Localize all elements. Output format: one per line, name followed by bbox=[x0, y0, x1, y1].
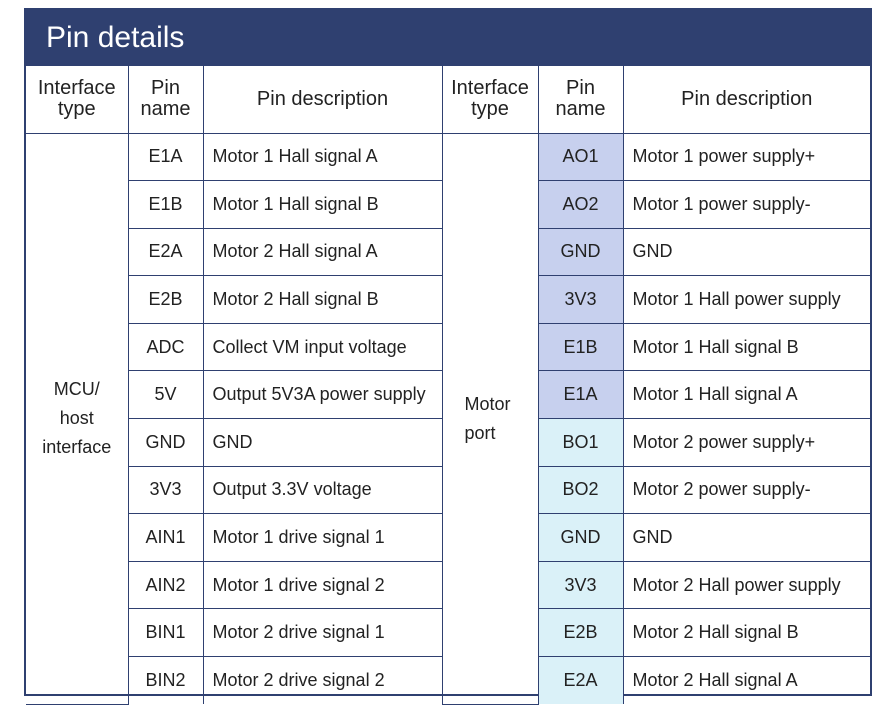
right-pin-description: Motor 1 Hall signal A bbox=[622, 370, 870, 420]
left-pin-name: AIN1 bbox=[128, 513, 204, 562]
left-pin-description: Motor 2 drive signal 2 bbox=[202, 656, 443, 705]
left-pin-name: 3V3 bbox=[128, 465, 204, 515]
left-pin-name: GND bbox=[128, 418, 204, 467]
header-interface-type-left: Interface type bbox=[26, 66, 129, 133]
right-pin-description: Motor 2 Hall signal B bbox=[622, 608, 870, 658]
header-row: Interface type Pin name Pin description … bbox=[26, 66, 870, 133]
right-pin-name: AO2 bbox=[537, 180, 624, 229]
left-pin-description: Motor 2 Hall signal B bbox=[202, 275, 443, 324]
left-pin-description: Motor 1 drive signal 2 bbox=[202, 560, 443, 610]
left-pin-name: E1B bbox=[128, 180, 204, 229]
table-row: BIN1 Motor 2 drive signal 1 E2B Motor 2 Hal… bbox=[26, 608, 870, 658]
left-pin-name: E1A bbox=[127, 132, 204, 182]
left-pin-description: Motor 1 Hall signal B bbox=[202, 180, 443, 229]
table-row: ADC Collect VM input voltage E1B Motor 1 Ha… bbox=[26, 322, 870, 372]
right-pin-description: Motor 2 power supply- bbox=[622, 465, 870, 515]
table-row: GND GND BO1 Motor 2 power supply+ bbox=[26, 418, 870, 467]
right-pin-description: Motor 1 Hall signal B bbox=[622, 322, 870, 372]
header-pin-name-right: Pin name bbox=[537, 66, 624, 133]
left-pin-name: AIN2 bbox=[128, 560, 204, 610]
right-pin-name: AO1 bbox=[537, 132, 624, 182]
left-pin-name: E2B bbox=[128, 275, 204, 324]
right-pin-name: E2B bbox=[537, 608, 624, 658]
right-pin-description: Motor 1 power supply- bbox=[622, 180, 870, 229]
right-pin-name: E1A bbox=[537, 370, 624, 420]
table-row: 3V3 Output 3.3V voltage BO2 Motor 2 power s… bbox=[26, 465, 870, 515]
right-pin-description: GND bbox=[622, 513, 870, 562]
right-pin-description: Motor 2 Hall signal A bbox=[622, 656, 870, 705]
table-row: E1B Motor 1 Hall signal B AO2 Motor 1 power… bbox=[26, 180, 870, 229]
left-pin-description: Output 5V3A power supply bbox=[202, 370, 443, 420]
left-pin-description: Motor 1 drive signal 1 bbox=[202, 513, 443, 562]
table-row: E2B Motor 2 Hall signal B 3V3 Motor 1 Hall … bbox=[26, 275, 870, 324]
header-pin-name-left: Pin name bbox=[127, 66, 204, 133]
page-title: Pin details bbox=[26, 10, 870, 66]
right-pin-description: Motor 1 Hall power supply bbox=[622, 275, 870, 324]
interface-group-motor-port: Motor port bbox=[441, 132, 539, 705]
left-pin-description: Output 3.3V voltage bbox=[202, 465, 443, 515]
table-row: AIN2 Motor 1 drive signal 2 3V3 Motor 2 Hal… bbox=[26, 560, 870, 610]
table-row: E2A Motor 2 Hall signal A GND GND bbox=[26, 227, 870, 277]
right-pin-name: 3V3 bbox=[537, 560, 624, 610]
left-pin-name: E2A bbox=[128, 227, 204, 277]
left-pin-description: Motor 2 Hall signal A bbox=[202, 227, 443, 277]
table-row: MCU/host interface E1A Motor 1 Hall signal … bbox=[26, 132, 870, 705]
right-pin-name: BO1 bbox=[537, 418, 624, 467]
left-pin-name: 5V bbox=[128, 370, 204, 420]
right-pin-name: BO2 bbox=[537, 465, 624, 515]
left-pin-description: Collect VM input voltage bbox=[202, 322, 443, 372]
left-pin-name: BIN2 bbox=[128, 656, 204, 705]
table-row: BIN2 Motor 2 drive signal 2 E2A Motor 2 Hal… bbox=[26, 656, 870, 705]
header-pin-description-right: Pin description bbox=[622, 66, 870, 133]
left-pin-description: Motor 2 drive signal 1 bbox=[202, 608, 443, 658]
right-pin-name: E1B bbox=[537, 322, 624, 372]
table-row: 5V Output 5V3A power supply E1A Motor 1 Hal… bbox=[26, 370, 870, 420]
right-pin-name: 3V3 bbox=[537, 275, 624, 324]
right-pin-name: GND bbox=[537, 513, 624, 562]
right-pin-name: GND bbox=[537, 227, 624, 277]
table-row: AIN1 Motor 1 drive signal 1 GND GND bbox=[26, 513, 870, 562]
left-pin-description: GND bbox=[202, 418, 443, 467]
left-pin-name: ADC bbox=[128, 322, 204, 372]
right-pin-description: Motor 2 Hall power supply bbox=[622, 560, 870, 610]
pin-table: Interface type Pin name Pin description … bbox=[26, 66, 870, 705]
right-pin-description: Motor 1 power supply+ bbox=[622, 132, 870, 182]
left-pin-name: BIN1 bbox=[128, 608, 204, 658]
interface-group-mcu-host: MCU/host interface bbox=[26, 132, 129, 705]
right-pin-name: E2A bbox=[537, 656, 624, 705]
right-pin-description: GND bbox=[622, 227, 870, 277]
pin-table-body: MCU/host interface E1A Motor 1 Hall signal … bbox=[26, 132, 870, 705]
pin-details-panel: Pin details Interface type Pin name Pin … bbox=[24, 8, 872, 705]
right-pin-description: Motor 2 power supply+ bbox=[622, 418, 870, 467]
header-interface-type-right: Interface type bbox=[441, 66, 539, 133]
left-pin-description: Motor 1 Hall signal A bbox=[202, 132, 443, 182]
header-pin-description-left: Pin description bbox=[202, 66, 443, 133]
